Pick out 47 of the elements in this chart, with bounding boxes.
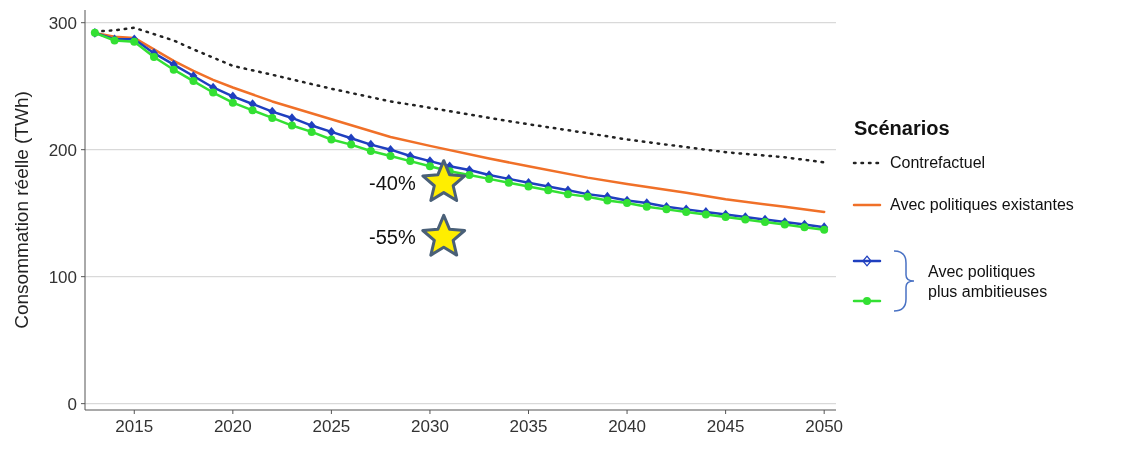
point <box>761 218 770 227</box>
point <box>287 113 296 123</box>
point <box>544 186 553 195</box>
point <box>287 121 296 130</box>
y-tick-label: 100 <box>48 267 77 287</box>
x-tick-label: 2020 <box>213 417 252 436</box>
point <box>209 88 218 97</box>
annotation: -55% <box>369 226 416 249</box>
point <box>307 127 316 136</box>
point <box>268 113 277 122</box>
point <box>347 140 356 149</box>
text: Avec politiques plus ambitieuses <box>928 263 1048 300</box>
x-tick-label: 2040 <box>608 417 646 436</box>
point <box>248 106 257 115</box>
x-tick-label: 2030 <box>411 417 449 436</box>
point <box>189 77 198 86</box>
point <box>524 182 533 191</box>
x-tick-label: 2050 <box>805 417 844 436</box>
point <box>425 162 434 171</box>
point <box>504 178 513 187</box>
y-tick-label: 200 <box>48 140 77 160</box>
x-tick-label: 2045 <box>706 417 745 436</box>
point <box>465 171 474 180</box>
point <box>366 146 375 155</box>
point <box>149 52 158 61</box>
x-tick-label: 2035 <box>509 417 548 436</box>
y-axis-title: Consommation réelle (TWh) <box>11 91 32 329</box>
point <box>169 65 178 74</box>
point <box>563 190 572 199</box>
point <box>327 127 336 137</box>
legend-label: Avec politiques existantes <box>890 196 1074 213</box>
point <box>603 196 612 205</box>
point <box>623 199 632 208</box>
y-tick-label: 0 <box>67 394 77 414</box>
legend-label: Contrefactuel <box>890 154 986 171</box>
point <box>327 135 336 144</box>
x-tick-label: 2025 <box>312 417 351 436</box>
point <box>386 152 395 161</box>
point <box>485 174 494 183</box>
annotation: -40% <box>369 171 416 194</box>
point <box>228 98 237 107</box>
point <box>406 157 415 166</box>
x-tick-label: 2015 <box>115 417 154 436</box>
point <box>800 223 809 232</box>
point <box>642 202 651 211</box>
legend-title: Scénarios <box>854 117 950 139</box>
y-tick-label: 300 <box>48 13 77 33</box>
